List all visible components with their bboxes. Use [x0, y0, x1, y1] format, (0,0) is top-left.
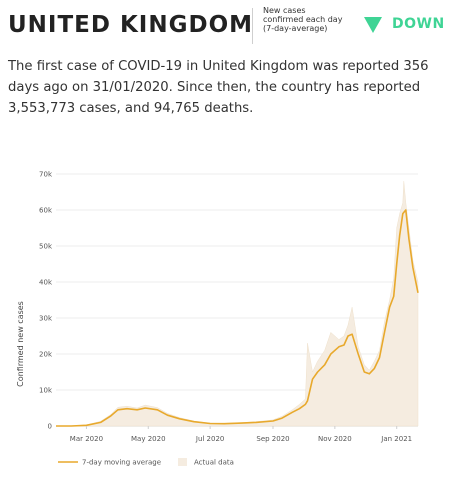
x-axis-ticks: Mar 2020 May 2020 Jul 2020 Sep 2020 Nov 2020… [70, 426, 412, 443]
y-axis-label: Confirmed new cases [16, 301, 25, 387]
x-tick-label: Sep 2020 [256, 435, 289, 443]
y-axis-ticks: 0 10k 20k 30k 40k 50k 60k 70k [39, 171, 53, 431]
x-tick-label: Nov 2020 [318, 435, 352, 443]
x-tick-label: Mar 2020 [70, 435, 103, 443]
y-tick-label: 50k [39, 243, 53, 251]
moving-average-line [56, 209, 419, 427]
legend-entry-actual-data: Actual data [194, 459, 234, 467]
country-title: UNITED KINGDOM [8, 12, 254, 38]
y-tick-label: 10k [39, 387, 53, 395]
legend-entry-moving-average: 7-day moving average [82, 459, 161, 467]
summary-text: The first case of COVID-19 in United Kin… [8, 59, 429, 116]
y-tick-label: 0 [48, 423, 52, 431]
header-divider [252, 8, 253, 44]
actual-data-area [55, 181, 419, 427]
legend-area-swatch [178, 458, 187, 466]
gridlines [56, 173, 418, 427]
cases-chart: 0 10k 20k 30k 40k 50k 60k 70k Mar 2020 May 2020 J… [16, 171, 419, 467]
x-tick-label: Jan 2021 [380, 435, 412, 443]
y-tick-label: 60k [39, 207, 53, 215]
x-tick-label: Jul 2020 [195, 435, 225, 443]
trend-label: New cases confirmed each day (7-day-aver… [263, 6, 343, 33]
trend-value: DOWN [392, 16, 445, 32]
y-tick-label: 30k [39, 315, 53, 323]
trend-down-arrow-icon [364, 17, 382, 33]
header: UNITED KINGDOM New cases confirmed each … [8, 6, 444, 46]
y-tick-label: 70k [39, 171, 53, 179]
x-tick-label: May 2020 [131, 435, 166, 443]
y-tick-label: 40k [39, 279, 53, 287]
y-tick-label: 20k [39, 351, 53, 359]
legend: 7-day moving average Actual data [58, 458, 234, 467]
